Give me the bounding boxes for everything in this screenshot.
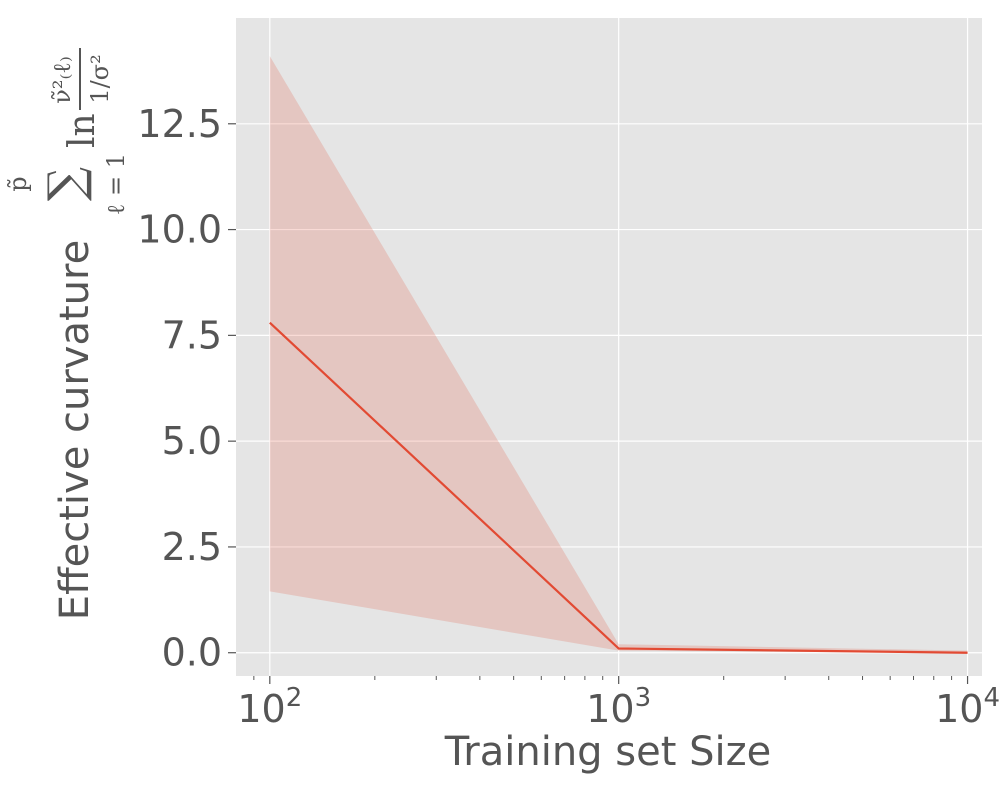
y-tick-label: 2.5 — [162, 525, 222, 569]
confidence-band — [269, 56, 968, 653]
sum-lower-limit: ℓ = 1 — [102, 153, 130, 215]
log-symbol: ln — [62, 113, 103, 148]
x-tick-label: 103 — [586, 683, 651, 731]
minor-ticks — [253, 676, 953, 680]
fraction-denominator: 1/σ² — [86, 54, 114, 103]
y-tick-labels: 0.0 2.5 5.0 7.5 10.0 12.5 — [137, 102, 222, 675]
y-tick-label: 7.5 — [162, 313, 222, 357]
x-tick-label: 104 — [935, 683, 1000, 731]
x-tick-label: 102 — [237, 683, 302, 731]
y-tick-label: 10.0 — [137, 208, 222, 252]
series-band — [269, 56, 968, 653]
y-tick-label: 5.0 — [162, 419, 222, 463]
fraction-numerator: ν̃²₍ℓ₎ — [48, 56, 76, 104]
sum-symbol: ∑ — [38, 167, 94, 201]
series-lines — [269, 321, 968, 654]
y-tick-label: 12.5 — [137, 102, 222, 146]
plot-background — [236, 18, 982, 676]
sum-upper-limit: p̃ — [4, 176, 32, 191]
y-axis-formula: ∑ p̃ ℓ = 1 ln ν̃²₍ℓ₎ 1/σ² — [4, 48, 130, 215]
grid — [228, 18, 982, 684]
y-axis-label: Effective curvature — [52, 240, 98, 620]
x-axis-label: Training set Size — [444, 729, 772, 775]
x-tick-labels: 102 103 104 — [237, 683, 1000, 731]
y-tick-label: 0.0 — [162, 631, 222, 675]
